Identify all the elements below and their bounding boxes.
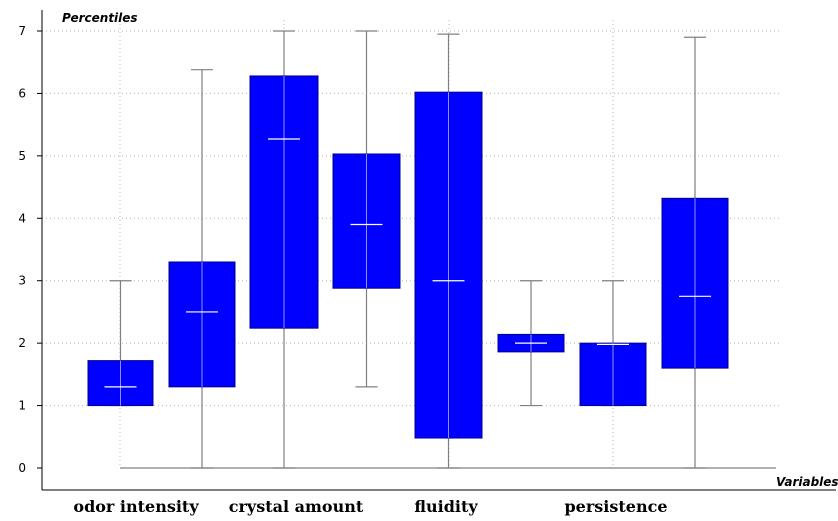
category-label: fluidity [414, 497, 478, 516]
y-tick-label: 2 [18, 336, 26, 350]
y-tick-label: 7 [18, 24, 26, 38]
x-axis-title: Variables [776, 475, 838, 489]
y-tick-label: 3 [18, 274, 26, 288]
y-tick-label: 4 [18, 211, 26, 225]
y-axis-title: Percentiles [62, 11, 138, 25]
category-label: persistence [564, 497, 667, 516]
category-label: odor intensity [73, 497, 199, 516]
y-tick-label: 1 [18, 399, 26, 413]
y-tick-label: 5 [18, 149, 26, 163]
y-tick-label: 6 [18, 86, 26, 100]
category-label: crystal amount [229, 497, 364, 516]
y-tick-label: 0 [18, 461, 26, 475]
